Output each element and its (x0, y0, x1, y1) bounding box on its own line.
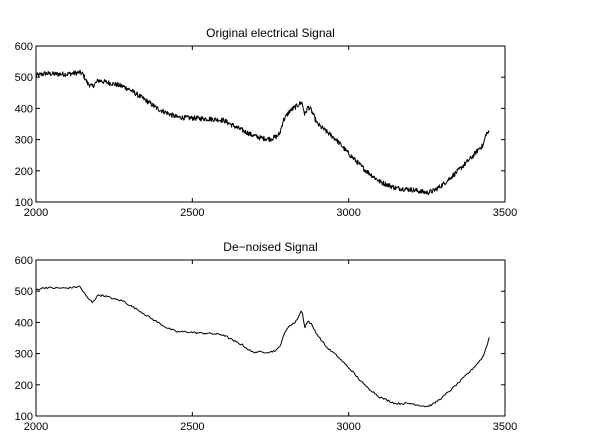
plot-area (35, 259, 506, 417)
chart-title: Original electrical Signal (206, 26, 335, 40)
y-tick-label: 600 (15, 41, 33, 53)
x-tick-label: 3000 (336, 421, 360, 433)
x-tick-label: 3500 (493, 421, 517, 433)
y-tick-label: 600 (15, 255, 33, 267)
y-tick-label: 100 (15, 197, 33, 209)
signal-trace (35, 285, 490, 408)
signal-trace (35, 69, 490, 195)
subplot-2: De−noised Signal 2000 2500 3000 3500 100 200 30… (15, 240, 518, 433)
x-tick-label: 2000 (24, 207, 48, 219)
y-tick-label: 400 (15, 317, 33, 329)
x-tick-label: 3500 (493, 207, 517, 219)
y-tick-label: 400 (15, 103, 33, 115)
y-tick-label: 500 (15, 286, 33, 298)
x-tick-label: 3000 (336, 207, 360, 219)
y-tick-label: 300 (15, 135, 33, 147)
x-tick-label: 2500 (180, 421, 204, 433)
subplots: Original electrical Signal 2000 2500 3000 35… (15, 26, 518, 433)
chart-title: De−noised Signal (223, 240, 317, 254)
x-tick-label: 2500 (180, 207, 204, 219)
y-tick-label: 200 (15, 380, 33, 392)
y-tick-label: 200 (15, 166, 33, 178)
y-tick-label: 100 (15, 411, 33, 423)
plot-area (35, 45, 506, 203)
y-tick-label: 500 (15, 72, 33, 84)
y-tick-label: 300 (15, 349, 33, 361)
x-tick-label: 2000 (24, 421, 48, 433)
subplot-1: Original electrical Signal 2000 2500 3000 35… (15, 26, 518, 219)
